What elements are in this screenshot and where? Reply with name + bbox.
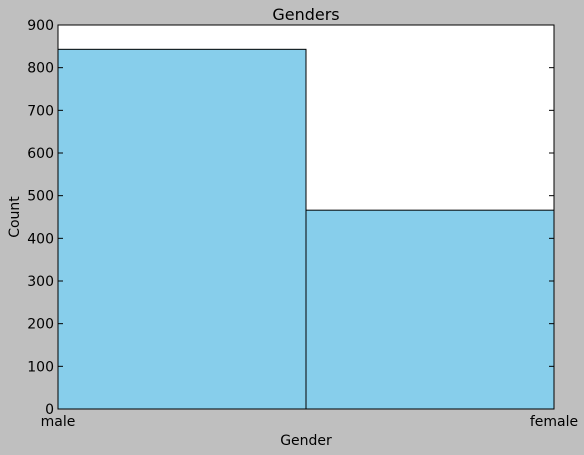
plot-frame xyxy=(57,24,555,410)
y-tick-label: 200 xyxy=(27,317,54,333)
y-tick-label: 300 xyxy=(27,274,54,290)
x-axis-ticks: male female xyxy=(41,25,578,430)
x-tick-label-male: male xyxy=(41,414,76,430)
y-tick-label: 100 xyxy=(27,359,54,375)
bars-group xyxy=(57,48,555,410)
bar-male xyxy=(57,48,307,410)
bar-female xyxy=(305,209,555,410)
y-tick-label: 500 xyxy=(27,189,54,205)
chart-title: Genders xyxy=(272,5,339,24)
y-tick-label: 900 xyxy=(27,18,54,34)
y-tick-label: 400 xyxy=(27,231,54,247)
y-axis-label: Count xyxy=(7,196,23,238)
x-tick-label-female: female xyxy=(530,414,578,430)
y-tick-label: 0 xyxy=(45,402,54,418)
y-tick-label: 600 xyxy=(27,146,54,162)
x-axis-label: Gender xyxy=(280,433,332,449)
y-tick-label: 700 xyxy=(27,103,54,119)
y-axis-ticks: 0 100 200 300 400 500 600 700 800 900 xyxy=(27,18,554,418)
y-tick-label: 800 xyxy=(27,61,54,77)
